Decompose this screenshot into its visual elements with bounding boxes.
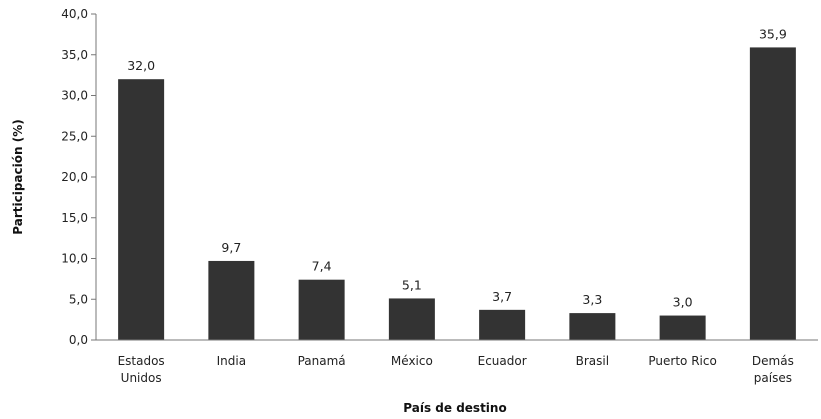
bar — [208, 260, 255, 340]
bar — [118, 79, 165, 340]
x-axis-title: País de destino — [403, 401, 506, 415]
data-label: 5,1 — [402, 277, 422, 292]
x-tick-label: Demás países — [752, 354, 794, 385]
bar — [659, 315, 706, 340]
x-tick-label: Estados Unidos — [118, 354, 165, 385]
y-tick-label: 35,0 — [61, 48, 88, 62]
x-tick-label: Brasil — [576, 354, 609, 368]
data-label: 7,4 — [312, 259, 332, 274]
x-tick-label: Puerto Rico — [648, 354, 716, 368]
x-tick-label: Panamá — [298, 354, 346, 368]
x-tick-label: India — [217, 354, 246, 368]
data-label: 3,7 — [492, 289, 512, 304]
y-axis-ticks: 0,0 5,0 10,0 15,0 20,0 25,0 30,0 35,0 40,0 — [61, 7, 96, 347]
y-tick-label: 25,0 — [61, 129, 88, 143]
data-label: 35,9 — [759, 26, 787, 41]
y-tick-label: 15,0 — [61, 211, 88, 225]
bars-group — [118, 47, 796, 340]
y-tick-label: 40,0 — [61, 7, 88, 21]
bar — [298, 279, 345, 340]
y-tick-label: 10,0 — [61, 252, 88, 266]
data-label: 32,0 — [127, 58, 155, 73]
data-label: 3,0 — [673, 295, 693, 310]
x-tick-label: México — [391, 354, 433, 368]
data-label: 9,7 — [221, 240, 241, 255]
bar — [569, 313, 616, 340]
data-label: 3,3 — [582, 292, 602, 307]
y-tick-label: 30,0 — [61, 89, 88, 103]
y-tick-label: 0,0 — [69, 333, 88, 347]
x-axis-labels: Estados Unidos India Panamá México Ecuador Bra… — [118, 354, 794, 385]
y-axis-title: Participación (%) — [11, 119, 25, 234]
x-tick-label: Ecuador — [478, 354, 527, 368]
y-tick-label: 5,0 — [69, 292, 88, 306]
bar — [479, 309, 526, 340]
data-labels-group: 32,0 9,7 7,4 5,1 3,7 3,3 3,0 35,9 — [127, 26, 787, 309]
y-tick-label: 20,0 — [61, 170, 88, 184]
bar — [749, 47, 796, 340]
bar — [388, 298, 435, 340]
